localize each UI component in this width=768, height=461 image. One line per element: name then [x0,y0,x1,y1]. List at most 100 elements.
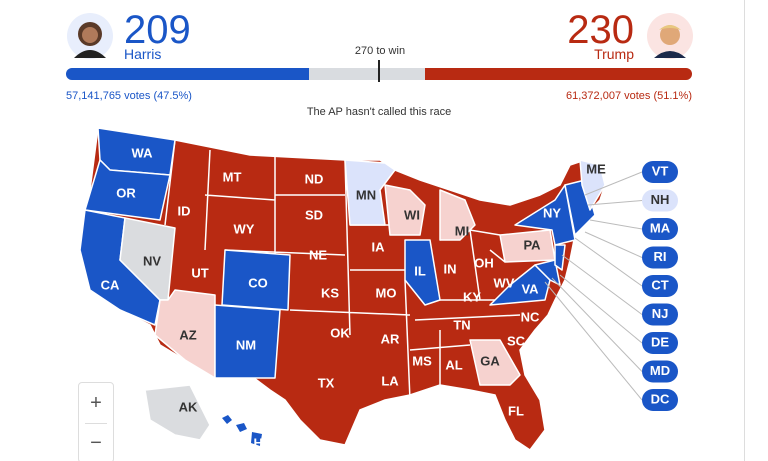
state-hi [222,415,262,446]
state-va [489,264,551,306]
callout-pill [642,218,678,240]
state-label: SD [305,207,323,222]
state-label: FL [508,403,524,418]
callout-label: DE [651,334,669,349]
state-label: PA [523,237,541,252]
state-label: HI [254,435,267,450]
harris-electoral-votes: 209 [124,8,191,52]
callout-line [584,231,643,258]
divider [744,0,745,461]
callout-label: NJ [652,306,669,321]
state-label: CO [248,275,268,290]
state-labels: WA OR CA NV ID MT WY UT CO AZ NM ND SD NE KS OK TX MN IA MO… [101,145,606,450]
state-wi [384,184,426,236]
race-status: The AP hasn't called this race [306,106,452,118]
trump-name: Trump [594,46,634,62]
callout-line [584,171,643,196]
callout-label: CT [651,277,668,292]
state-ny [514,184,576,246]
state-label: NE [309,247,327,262]
state-il [404,239,441,306]
state-label: OR [116,185,136,200]
trump-avatar [647,13,693,59]
harris-bar [66,68,309,80]
state-label: WA [132,145,154,160]
callout-pill [642,246,678,269]
state-me [579,159,606,211]
zoom-in[interactable]: + [90,392,102,414]
state-label: ME [586,161,606,176]
callout-pill [642,303,678,326]
state-label: WY [234,221,255,236]
state-label: AR [381,331,400,346]
callout-pill [642,389,678,411]
trump-popular-votes: 61,372,007 votes (51.1%) [566,90,692,102]
callout-line [587,200,643,206]
callout-pill [642,275,678,297]
threshold-marker [378,60,380,82]
state-label: MT [223,169,242,184]
harris-popular-votes: 57,141,765 votes (47.5%) [66,90,192,102]
state-label: AK [179,399,198,414]
callout-line [551,277,643,372]
zoom-out[interactable]: − [90,432,102,454]
state-ak [144,384,211,441]
state-label: NY [543,205,561,220]
state-label: MI [455,223,469,238]
callout-label: MA [650,220,671,235]
state-mn [344,159,396,226]
callouts: VT NH MA RI CT NJ DE MD DC [544,161,678,411]
state-label: MS [412,353,432,368]
callout-label: RI [654,249,667,264]
state-label: AL [445,357,462,372]
state-label: TX [318,375,335,390]
state-co [221,249,291,311]
state-label: CA [101,277,120,292]
state-label: GA [480,353,500,368]
callout-pill [642,161,678,183]
callout-pill [642,189,678,212]
harris-name: Harris [124,46,162,62]
state-label: IA [372,239,386,254]
threshold-label: 270 to win [354,45,406,57]
state-label: TN [453,317,470,332]
state-md-de [534,259,561,286]
state-label: WI [404,207,420,222]
state-label: IN [444,261,457,276]
state-nm [214,304,281,379]
state-label: WV [494,275,515,290]
state-label: IL [414,263,426,278]
state-label: MN [356,187,376,202]
state-label: AZ [179,327,196,342]
callout-line [574,237,643,287]
state-label: ID [178,203,191,218]
trump-bar [425,68,692,80]
callout-label: MD [650,363,670,378]
state-label: VA [521,281,539,296]
callout-line [561,254,643,315]
state-label: OK [330,325,350,340]
callout-label: NH [651,192,670,207]
state-label: MO [376,285,397,300]
zoom-control: + − [78,382,114,461]
trump-electoral-votes: 230 [567,8,634,52]
callout-label: VT [652,163,669,178]
callout-pill [642,332,678,354]
state-label: KS [321,285,339,300]
state-label: KY [463,289,481,304]
state-label: UT [191,265,208,280]
state-or [84,159,171,221]
callout-label: DC [651,391,670,406]
state-mi [439,189,476,241]
harris-avatar [67,13,113,59]
state-label: SC [507,333,526,348]
state-label: ND [305,171,324,186]
callout-line [589,219,643,230]
callout-line [544,281,643,401]
state-nj [554,244,566,271]
state-label: NV [143,253,161,268]
state-label: NC [521,309,540,324]
state-label: LA [381,373,399,388]
